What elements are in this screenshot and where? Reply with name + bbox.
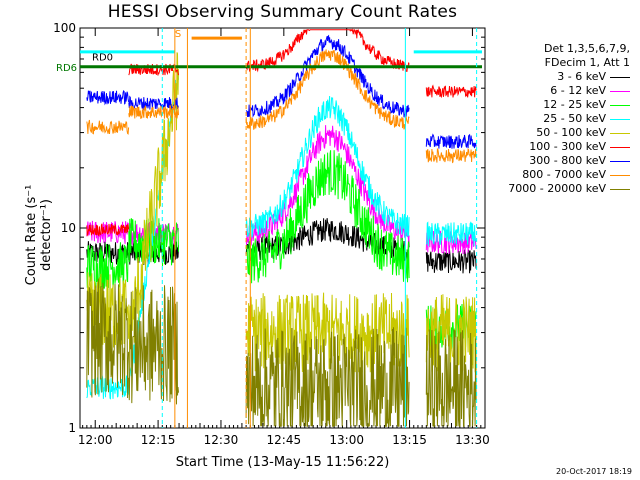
series-line-100-300-kev — [425, 84, 477, 99]
x-tick-label: 13:30 — [455, 433, 490, 447]
y-axis-label: Count Rate (s⁻¹ detector⁻¹) — [24, 184, 54, 286]
legend-entry: 7000 - 20000 keV — [490, 182, 630, 196]
chart-title: HESSI Observing Summary Count Rates — [107, 2, 458, 22]
legend-entry-label: 6 - 12 keV — [550, 84, 606, 97]
series-line-300-800-kev — [245, 34, 410, 118]
series-line-7000-20000-kev — [425, 329, 477, 427]
legend-swatch — [610, 174, 630, 176]
legend-entry: 300 - 800 keV — [490, 154, 630, 168]
series-line-7000-20000-kev — [245, 327, 410, 428]
legend-entry-label: 3 - 6 keV — [557, 70, 606, 83]
series-line-50-100-kev — [128, 52, 179, 371]
series-line-100-300-kev — [86, 223, 130, 237]
legend-entry-label: 25 - 50 keV — [543, 112, 606, 125]
x-axis-label: Start Time (13-May-15 11:56:22) — [175, 455, 390, 470]
series-line-25-50-kev — [245, 95, 410, 238]
series-line-300-800-kev — [425, 133, 477, 149]
x-tick-label: 12:15 — [141, 433, 176, 447]
legend-entry: 25 - 50 keV — [490, 112, 630, 126]
series-line-3-6-kev — [425, 248, 477, 274]
series-line-12-25-kev — [245, 150, 410, 284]
series-line-6-12-kev — [245, 125, 410, 246]
legend-entry-label: 12 - 25 keV — [543, 98, 606, 111]
series-line-6-12-kev — [425, 230, 477, 255]
legend-swatch — [610, 160, 630, 162]
legend-swatch — [610, 118, 630, 120]
footer-timestamp: 20-Oct-2017 18:19 — [556, 467, 632, 476]
x-tick-label: 13:00 — [329, 433, 364, 447]
legend: Det 1,3,5,6,7,9, FDecim 1, Att 1 3 - 6 k… — [490, 42, 630, 196]
series-line-300-800-kev — [86, 90, 130, 106]
legend-entry: 3 - 6 keV — [490, 70, 630, 84]
series-line-800-7000-kev — [245, 49, 410, 130]
series-line-7000-20000-kev — [128, 285, 179, 405]
legend-swatch — [610, 76, 630, 78]
legend-entry: 12 - 25 keV — [490, 98, 630, 112]
legend-entry: 50 - 100 keV — [490, 126, 630, 140]
y-tick-label: 10 — [61, 221, 76, 235]
legend-header-line-2: FDecim 1, Att 1 — [544, 56, 630, 69]
legend-entry-label: 100 - 300 keV — [529, 140, 606, 153]
series-line-25-50-kev — [425, 221, 477, 247]
legend-entry-label: 50 - 100 keV — [536, 126, 606, 139]
series-line-12-25-kev — [86, 242, 130, 290]
y-tick-label: 1 — [68, 421, 76, 435]
legend-swatch — [610, 188, 630, 190]
series-line-800-7000-kev — [425, 148, 477, 164]
legend-swatch — [610, 132, 630, 134]
legend-entry-label: 800 - 7000 keV — [522, 168, 606, 181]
legend-entry: 800 - 7000 keV — [490, 168, 630, 182]
rd0-flag-label: RD0 — [92, 52, 113, 63]
series-line-100-300-kev — [245, 28, 410, 73]
x-tick-label: 12:00 — [78, 433, 113, 447]
series-line-800-7000-kev — [128, 104, 179, 119]
rd6-flag-label: RD6 — [56, 63, 77, 74]
legend-swatch — [610, 104, 630, 106]
series-line-300-800-kev — [128, 95, 179, 111]
legend-swatch — [610, 146, 630, 148]
s-flag-label: S — [175, 29, 181, 40]
legend-entry-label: 300 - 800 keV — [529, 154, 606, 167]
series-line-7000-20000-kev — [86, 278, 130, 399]
series-line-50-100-kev — [245, 292, 410, 373]
x-tick-label: 12:30 — [204, 433, 239, 447]
legend-swatch — [610, 90, 630, 92]
legend-header-line-1: Det 1,3,5,6,7,9, — [543, 42, 630, 55]
x-tick-label: 13:15 — [392, 433, 427, 447]
legend-entry-label: 7000 - 20000 keV — [508, 182, 606, 195]
series-line-800-7000-kev — [86, 119, 130, 135]
legend-entry: 100 - 300 keV — [490, 140, 630, 154]
x-tick-label: 12:45 — [267, 433, 302, 447]
legend-entry: 6 - 12 keV — [490, 84, 630, 98]
y-tick-label: 100 — [53, 21, 76, 35]
series-line-50-100-kev — [425, 294, 477, 373]
legend-rows: 3 - 6 keV 6 - 12 keV 12 - 25 keV 25 - 50 ke… — [490, 70, 630, 196]
